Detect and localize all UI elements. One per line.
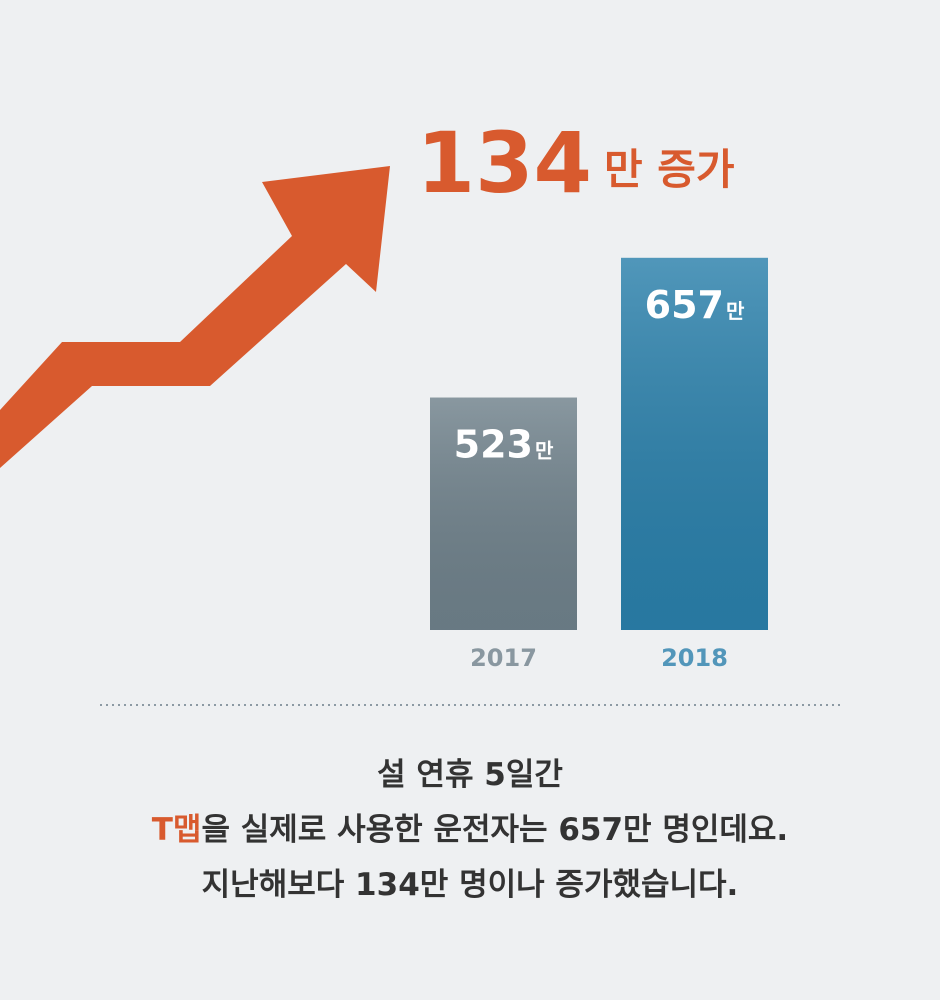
caption-highlight: T맵 <box>152 812 202 848</box>
x-tick-label: 2017 <box>470 644 537 672</box>
value-number: 523 <box>454 423 533 467</box>
value-label: 523 만 <box>454 423 554 467</box>
value-label: 657 만 <box>645 283 745 327</box>
rising-arrow <box>0 166 390 468</box>
caption-line: 설 연휴 5일간 <box>377 757 563 793</box>
caption-line: 지난해보다 134만 명이나 증가했습니다. <box>202 867 739 903</box>
bar-shade <box>430 397 577 630</box>
caption-line: T맵을 실제로 사용한 운전자는 657만 명인데요. <box>152 812 788 848</box>
bar-shade <box>621 257 768 630</box>
value-number: 657 <box>645 283 724 327</box>
x-tick-label: 2018 <box>661 644 728 672</box>
headline-number: 134 <box>417 114 592 212</box>
headline-unit: 만 증가 <box>604 145 735 194</box>
value-unit: 만 <box>535 439 554 463</box>
caption-text: 을 실제로 사용한 운전자는 657만 명인데요. <box>201 812 788 848</box>
value-unit: 만 <box>726 299 745 323</box>
